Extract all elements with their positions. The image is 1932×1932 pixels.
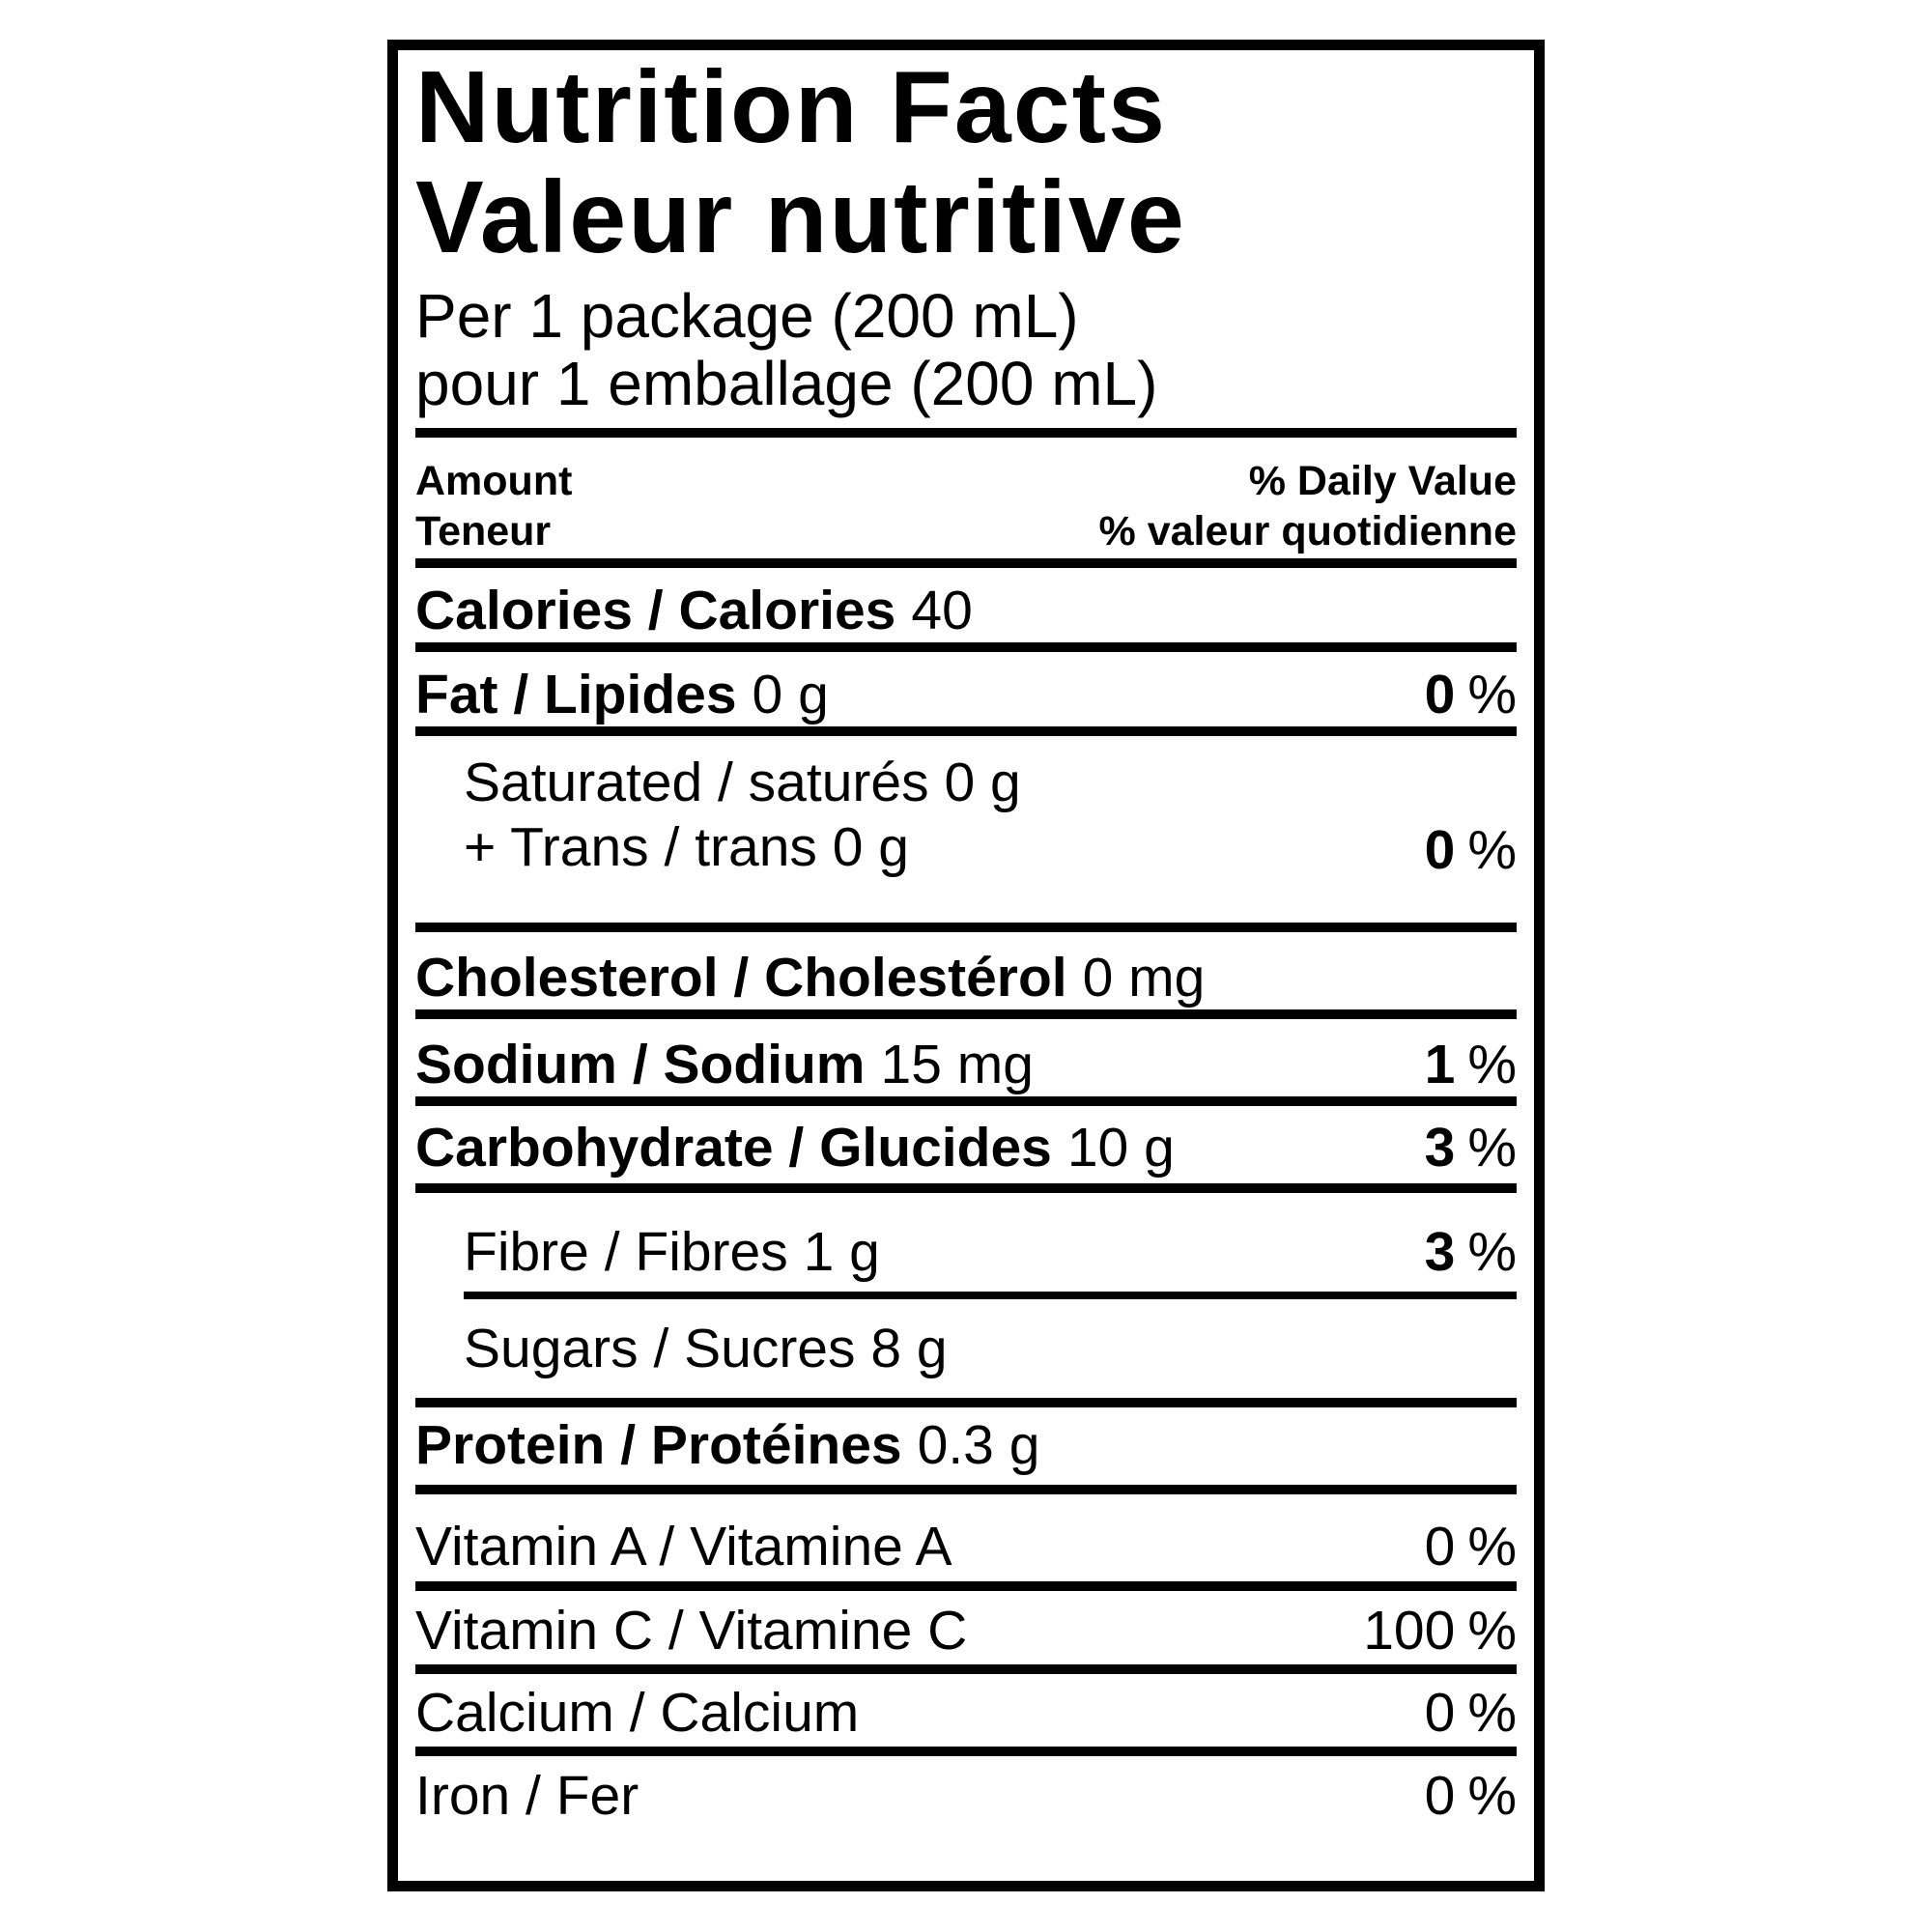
cholesterol-label: Cholesterol / Cholestérol 0 mg	[415, 947, 1206, 1009]
rule-header	[415, 428, 1517, 438]
row-fat: Fat / Lipides 0 g 0%	[415, 664, 1517, 725]
iron-daily-value: 0%	[1424, 1765, 1517, 1827]
title-french: Valeur nutritive	[415, 160, 1186, 274]
vitamin-c-label: Vitamin C / Vitamine C	[415, 1600, 968, 1662]
vitamin-a-label: Vitamin A / Vitamine A	[415, 1516, 952, 1577]
sugars-label: Sugars / Sucres 8 g	[464, 1318, 948, 1379]
protein-label: Protein / Protéines 0.3 g	[415, 1414, 1040, 1476]
row-calories: Calories / Calories 40	[415, 580, 1517, 641]
saturated-trans-daily-value: 0%	[1424, 819, 1517, 881]
daily-value-label-en: % Daily Value	[1248, 458, 1517, 504]
rule-above-calories	[415, 558, 1517, 568]
serving-size: Per 1 package (200 mL) pour 1 emballage …	[415, 282, 1517, 417]
row-sugars: Sugars / Sucres 8 g	[415, 1318, 1517, 1379]
carbohydrate-label: Carbohydrate / Glucides 10 g	[415, 1117, 1175, 1179]
rule-above-saturated	[415, 726, 1517, 736]
rule-above-carbohydrate	[415, 1096, 1517, 1106]
fat-label: Fat / Lipides 0 g	[415, 664, 829, 725]
sodium-label: Sodium / Sodium 15 mg	[415, 1034, 1034, 1095]
protein-value: 0.3 g	[917, 1414, 1040, 1476]
iron-label: Iron / Fer	[415, 1765, 639, 1827]
column-headers: Amount Teneur % Daily Value % valeur quo…	[415, 456, 1517, 556]
row-protein: Protein / Protéines 0.3 g	[415, 1414, 1517, 1476]
amount-label-en: Amount	[415, 458, 573, 504]
rule-above-cholesterol	[415, 923, 1517, 932]
calcium-daily-value: 0%	[1424, 1682, 1517, 1744]
sodium-value: 15 mg	[880, 1034, 1034, 1095]
amount-label-fr: Teneur	[415, 508, 552, 554]
carbohydrate-daily-value: 3%	[1424, 1117, 1517, 1179]
rule-above-vitamin-c	[415, 1581, 1517, 1591]
rule-above-sodium	[415, 1009, 1517, 1019]
row-fibre: Fibre / Fibres 1 g 3%	[415, 1221, 1517, 1283]
nutrition-facts-label: Nutrition Facts Valeur nutritive Per 1 p…	[387, 40, 1545, 1891]
row-iron: Iron / Fer 0%	[415, 1765, 1517, 1827]
row-cholesterol: Cholesterol / Cholestérol 0 mg	[415, 947, 1517, 1009]
row-vitamin-a: Vitamin A / Vitamine A 0%	[415, 1516, 1517, 1577]
saturated-line: Saturated / saturés 0 g	[464, 752, 1021, 813]
row-calcium: Calcium / Calcium 0%	[415, 1682, 1517, 1744]
rule-above-protein	[415, 1398, 1517, 1407]
vitamin-c-daily-value: 100%	[1363, 1600, 1517, 1662]
fibre-daily-value: 3%	[1424, 1221, 1517, 1283]
fat-daily-value: 0%	[1424, 664, 1517, 725]
calories-label: Calories / Calories 40	[415, 580, 973, 641]
rule-above-fibre	[415, 1183, 1517, 1193]
serving-size-english: Per 1 package (200 mL)	[415, 281, 1079, 351]
vitamin-a-daily-value: 0%	[1424, 1516, 1517, 1577]
calories-value: 40	[911, 580, 973, 641]
daily-value-column-header: % Daily Value % valeur quotidienne	[1099, 456, 1517, 556]
calcium-label: Calcium / Calcium	[415, 1682, 860, 1744]
row-sodium: Sodium / Sodium 15 mg 1%	[415, 1034, 1517, 1095]
rule-above-iron	[415, 1747, 1517, 1756]
rule-above-sugars	[464, 1292, 1517, 1299]
daily-value-label-fr: % valeur quotidienne	[1098, 508, 1517, 554]
saturated-trans-label: Saturated / saturés 0 g + Trans / trans …	[415, 752, 1021, 881]
sodium-daily-value: 1%	[1424, 1034, 1517, 1095]
fat-value: 0 g	[752, 664, 829, 725]
amount-column-header: Amount Teneur	[415, 456, 572, 556]
carbohydrate-value: 10 g	[1066, 1117, 1175, 1179]
title-english: Nutrition Facts	[415, 50, 1167, 164]
row-carbohydrate: Carbohydrate / Glucides 10 g 3%	[415, 1117, 1517, 1179]
cholesterol-value: 0 mg	[1082, 947, 1206, 1009]
trans-line: + Trans / trans 0 g	[464, 816, 909, 878]
rule-above-calcium	[415, 1664, 1517, 1674]
label-title: Nutrition Facts Valeur nutritive	[415, 52, 1517, 272]
rule-above-fat	[415, 642, 1517, 652]
fibre-label: Fibre / Fibres 1 g	[464, 1221, 880, 1283]
row-vitamin-c: Vitamin C / Vitamine C 100%	[415, 1600, 1517, 1662]
serving-size-french: pour 1 emballage (200 mL)	[415, 349, 1158, 418]
rule-above-vitamin-a	[415, 1485, 1517, 1494]
row-saturated-trans: Saturated / saturés 0 g + Trans / trans …	[415, 752, 1517, 881]
